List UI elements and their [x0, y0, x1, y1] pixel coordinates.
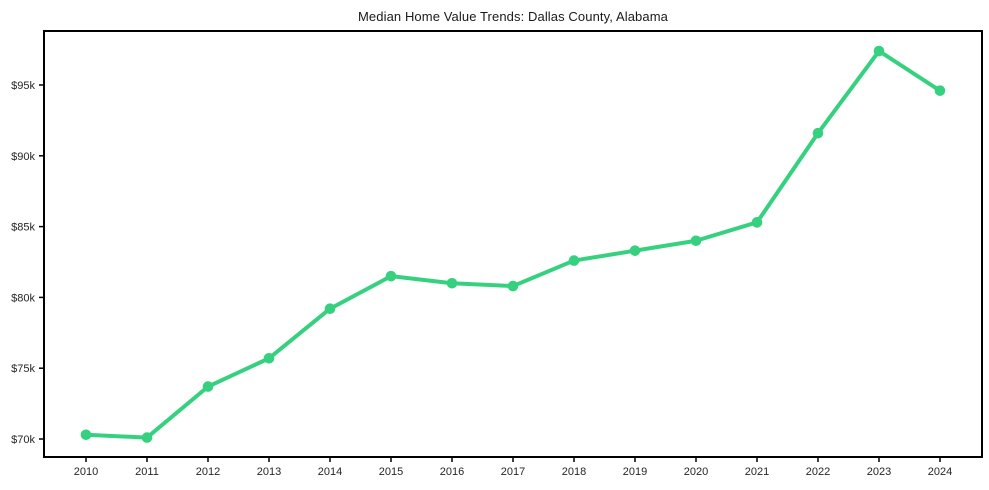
x-tick-label: 2013 [257, 466, 281, 478]
x-tick-label: 2022 [806, 466, 830, 478]
x-tick-label: 2014 [318, 466, 342, 478]
x-tick-label: 2024 [928, 466, 952, 478]
data-point-marker [751, 217, 763, 228]
data-point-marker [446, 277, 458, 289]
y-tick-label: $70k [11, 434, 35, 446]
data-point-marker [690, 235, 702, 247]
x-tick-label: 2019 [623, 466, 647, 478]
y-tick-label: $95k [11, 80, 35, 92]
x-tick-label: 2015 [379, 466, 403, 478]
data-point-marker [263, 352, 275, 364]
data-point-marker [568, 255, 580, 266]
x-tick-label: 2020 [684, 466, 708, 478]
x-tick-label: 2010 [74, 466, 98, 478]
chart-title: Median Home Value Trends: Dallas County,… [358, 9, 668, 24]
y-tick-label: $85k [11, 222, 35, 234]
x-tick-label: 2011 [135, 466, 159, 478]
data-point-marker [507, 280, 519, 292]
x-tick-label: 2012 [196, 466, 220, 478]
y-tick-label: $80k [11, 292, 35, 304]
data-point-marker [80, 429, 92, 441]
x-tick-label: 2021 [745, 466, 769, 478]
x-tick-label: 2017 [501, 466, 525, 478]
data-point-marker [873, 45, 885, 57]
data-point-marker [934, 85, 946, 96]
x-tick-label: 2023 [867, 466, 891, 478]
line-series [84, 49, 942, 440]
data-point-marker [629, 245, 641, 256]
y-tick-label: $75k [11, 363, 35, 375]
data-point-marker [202, 381, 214, 392]
x-tick-label: 2018 [562, 466, 586, 478]
data-point-marker [812, 127, 824, 139]
data-point-marker [324, 303, 336, 315]
plot-border [43, 30, 983, 458]
y-tick-label: $90k [11, 151, 35, 163]
data-point-marker [141, 432, 153, 443]
data-point-marker [385, 270, 397, 282]
x-tick-label: 2016 [440, 466, 464, 478]
